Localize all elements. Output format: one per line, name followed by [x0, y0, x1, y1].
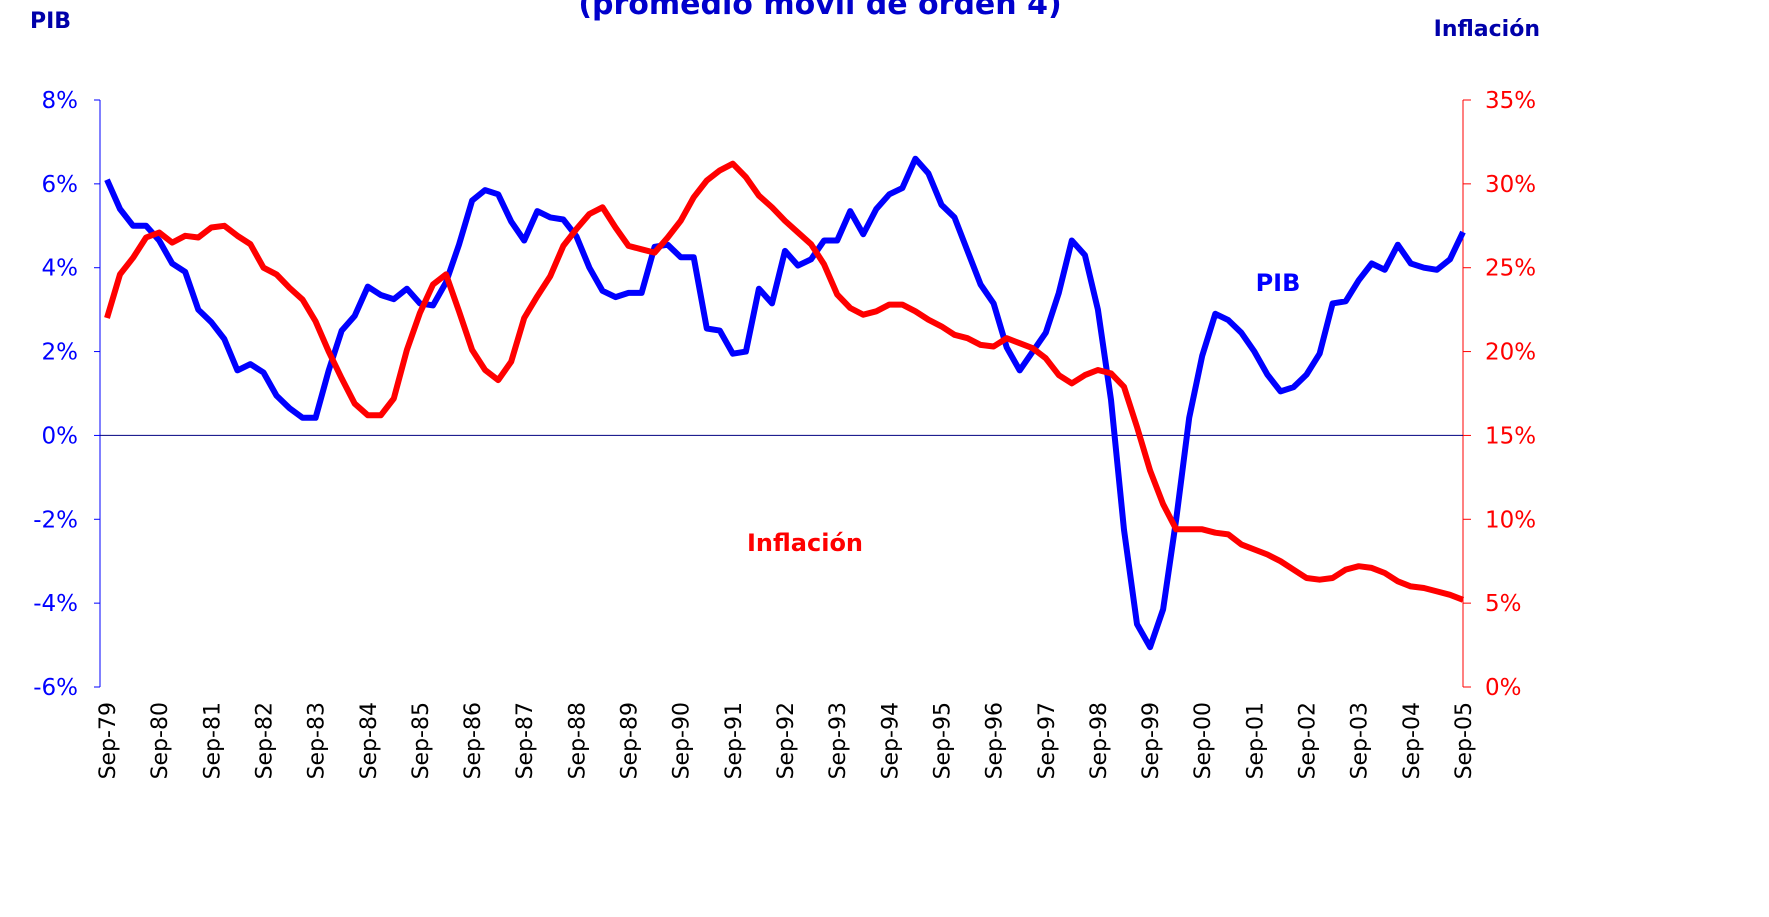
x-tick-label: Sep-01 [1243, 702, 1268, 779]
y2-axis-title: Inflación [1434, 17, 1540, 42]
y2-tick-label: 15% [1485, 423, 1536, 449]
y2-tick-label: 35% [1485, 88, 1536, 114]
x-tick-label: Sep-86 [461, 702, 486, 779]
line-series [104, 155, 1466, 651]
x-tick-label: Sep-94 [878, 702, 903, 779]
x-tick-label: Sep-04 [1400, 702, 1425, 779]
x-tick-label: Sep-91 [722, 702, 747, 779]
y2-tick-label: 10% [1485, 507, 1536, 533]
x-tick-label: Sep-92 [774, 702, 799, 779]
y-tick-label: -4% [33, 591, 78, 617]
x-tick-label: Sep-88 [565, 702, 590, 779]
x-tick-label: Sep-99 [1139, 702, 1164, 779]
x-tick-label: Sep-87 [513, 702, 538, 779]
x-tick-label: Sep-83 [305, 702, 330, 779]
x-tick-label: Sep-80 [148, 702, 173, 779]
x-tick-label: Sep-85 [409, 702, 434, 779]
x-tick-label: Sep-95 [930, 702, 955, 779]
y2-tick-label: 20% [1485, 340, 1536, 366]
x-tick-label: Sep-89 [618, 702, 643, 779]
x-tick-label: Sep-82 [252, 702, 277, 779]
x-tick-label: Sep-84 [357, 702, 382, 779]
x-tick-label: Sep-05 [1452, 702, 1477, 779]
chart-title: (promedio movil de orden 4) [578, 0, 1061, 22]
x-tick-label: Sep-97 [1035, 702, 1060, 779]
y2-tick-label: 0% [1485, 675, 1522, 701]
y-tick-label: 6% [42, 172, 79, 198]
y-axis-title: PIB [30, 9, 71, 34]
y-tick-label: -6% [33, 675, 78, 701]
y-tick-label: 2% [42, 340, 79, 366]
y2-tick-label: 25% [1485, 256, 1536, 282]
series-label: PIB [1256, 269, 1301, 297]
x-tick-label: Sep-93 [826, 702, 851, 779]
y-tick-label: -2% [33, 507, 78, 533]
y-tick-label: 0% [42, 423, 79, 449]
y-tick-label: 8% [42, 88, 79, 114]
x-tick-label: Sep-00 [1191, 702, 1216, 779]
x-tick-label: Sep-03 [1348, 702, 1373, 779]
x-tick-label: Sep-02 [1296, 702, 1321, 779]
x-tick-label: Sep-81 [200, 702, 225, 779]
line-series [104, 160, 1465, 603]
y2-tick-label: 5% [1485, 591, 1522, 617]
series-label: Inflación [747, 529, 863, 557]
x-tick-label: Sep-98 [1087, 702, 1112, 779]
x-tick-label: Sep-90 [670, 702, 695, 779]
y2-tick-label: 30% [1485, 172, 1536, 198]
x-tick-label: Sep-79 [96, 702, 121, 779]
y-tick-label: 4% [42, 256, 79, 282]
x-tick-label: Sep-96 [983, 702, 1008, 779]
